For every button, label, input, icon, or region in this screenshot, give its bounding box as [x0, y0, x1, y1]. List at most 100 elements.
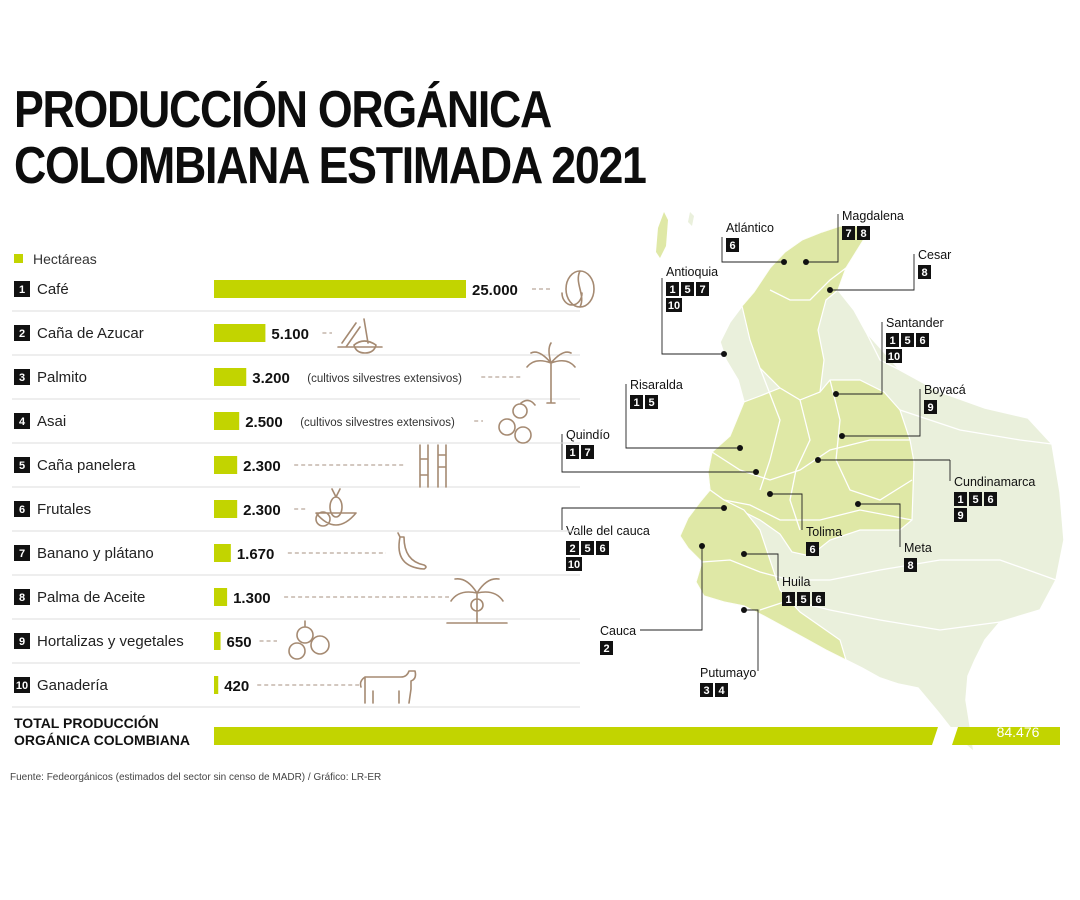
value-note: (cultivos silvestres extensivos)	[307, 373, 462, 385]
code-number: 7	[584, 447, 590, 459]
code-number: 10	[568, 559, 580, 571]
rank-number: 2	[19, 328, 25, 340]
callout-atl-ntico: Atlántico 6	[721, 221, 787, 265]
code-number: 7	[845, 228, 851, 240]
rank-badge	[14, 413, 30, 429]
rank-badge	[14, 501, 30, 517]
category-label: Hortalizas y vegetales	[37, 633, 184, 650]
value-label: 25.000	[472, 282, 518, 299]
source-note: Fuente: Fedeorgánicos (estimados del sec…	[10, 772, 382, 783]
department-name: Santander	[886, 316, 944, 330]
total-row: TOTAL PRODUCCIÓN ORGÁNICA COLOMBIANA 84.…	[14, 714, 1060, 748]
rank-number: 1	[19, 284, 25, 296]
code-number: 4	[718, 685, 725, 697]
rank-badge	[14, 369, 30, 385]
code-badge	[857, 226, 870, 240]
category-label: Café	[37, 281, 69, 298]
code-badge	[918, 265, 931, 279]
code-number: 1	[889, 335, 895, 347]
code-number: 2	[569, 543, 575, 555]
code-number: 1	[633, 397, 639, 409]
code-badge	[600, 641, 613, 655]
code-badge	[666, 298, 682, 312]
code-number: 6	[809, 544, 815, 556]
colombia-map	[656, 212, 1065, 753]
bar	[214, 500, 238, 518]
providencia-island	[688, 212, 694, 226]
bar-row: 3 Palmito 3.200 (cultivos silvestres extens…	[12, 342, 580, 404]
total-value: 84.476	[997, 724, 1040, 740]
category-label: Banano y plátano	[37, 545, 154, 562]
location-dot	[803, 259, 809, 265]
value-label: 420	[224, 678, 249, 695]
location-dot	[721, 505, 727, 511]
code-number: 10	[888, 351, 900, 363]
rank-number: 5	[19, 460, 25, 472]
callout-putumayo: Putumayo 3 4	[700, 607, 759, 697]
code-badge	[886, 333, 899, 347]
code-number: 8	[907, 560, 913, 572]
code-badge	[984, 492, 997, 506]
cow-icon	[359, 670, 417, 704]
code-number: 3	[703, 685, 709, 697]
location-dot	[815, 457, 821, 463]
code-badge	[901, 333, 914, 347]
code-number: 1	[785, 594, 791, 606]
rank-badge	[14, 677, 30, 693]
department-borders	[701, 267, 1057, 631]
department-name: Cundinamarca	[954, 475, 1035, 489]
category-label: Asai	[37, 413, 66, 430]
location-dot	[839, 433, 845, 439]
department-name: Huila	[782, 575, 811, 589]
total-bar	[214, 727, 1060, 745]
location-dot	[737, 445, 743, 451]
location-dot	[699, 543, 705, 549]
code-badge	[812, 592, 825, 606]
bar	[214, 588, 228, 606]
code-badge	[715, 683, 728, 697]
bar	[214, 412, 240, 430]
code-badge	[782, 592, 795, 606]
department-name: Antioquia	[666, 265, 718, 279]
department-name: Cesar	[918, 248, 951, 262]
code-number: 1	[669, 284, 675, 296]
code-number: 6	[987, 494, 993, 506]
bar	[214, 368, 247, 386]
rank-number: 9	[19, 636, 25, 648]
rank-number: 7	[19, 548, 25, 560]
code-badge	[842, 226, 855, 240]
code-badge	[904, 558, 917, 572]
department-name: Boyacá	[924, 383, 966, 397]
department-name: Valle del cauca	[566, 524, 650, 538]
rank-badge	[14, 589, 30, 605]
callout-leader	[830, 254, 915, 291]
total-label-line-1: TOTAL PRODUCCIÓN	[14, 714, 159, 731]
code-badge	[630, 395, 643, 409]
bar	[214, 632, 221, 650]
rank-number: 10	[16, 680, 28, 692]
category-label: Caña panelera	[37, 457, 136, 474]
department-name: Magdalena	[842, 209, 904, 223]
bar	[214, 324, 266, 342]
rank-badge	[14, 281, 30, 297]
vegetables-icon	[288, 620, 330, 660]
callout-magdalena: Magdalena 7 8	[803, 209, 904, 265]
chart-title: PRODUCCIÓN ORGÁNICA COLOMBIANA ESTIMADA …	[14, 82, 647, 194]
code-number: 9	[927, 402, 933, 414]
map-tail-overlap	[932, 727, 958, 745]
rank-badge	[14, 325, 30, 341]
value-label: 2.300	[243, 458, 281, 475]
code-badge	[969, 492, 982, 506]
code-number: 6	[729, 240, 735, 252]
bamboo-cane-icon	[419, 444, 447, 488]
code-badge	[954, 508, 967, 522]
rank-badge	[14, 633, 30, 649]
rank-number: 3	[19, 372, 25, 384]
berries-icon	[498, 399, 536, 444]
value-label: 1.300	[233, 590, 271, 607]
callout-boyac-: Boyacá 9	[839, 383, 966, 439]
bar-row: 9 Hortalizas y vegetales 650	[12, 620, 580, 664]
category-label: Palmito	[37, 369, 87, 386]
department-name: Putumayo	[700, 666, 756, 680]
value-label: 2.300	[243, 502, 281, 519]
